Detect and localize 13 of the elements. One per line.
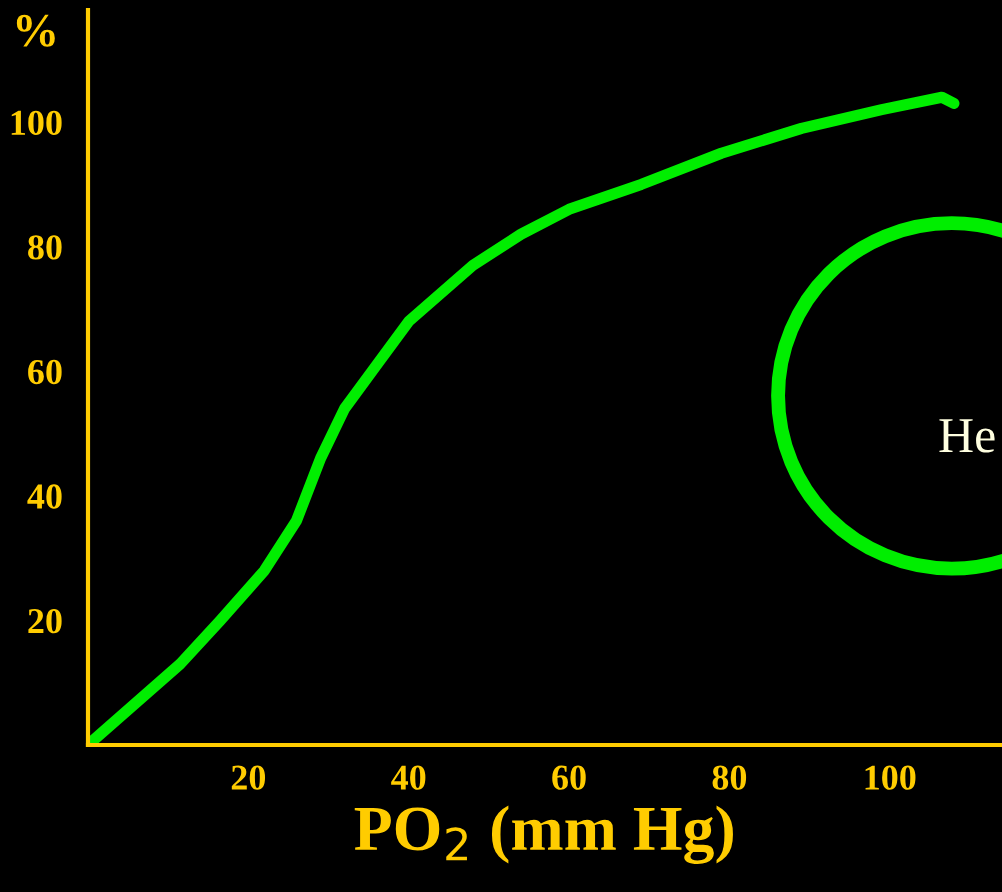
x-tick-label: 80 [712,765,747,790]
x-tick-label: 40 [391,765,426,790]
y-axis-title: % [16,14,55,47]
y-tick-label: 60 [28,359,62,385]
x-tick-label: 20 [231,765,266,790]
y-tick-label: 20 [28,608,62,634]
annotation: He [939,419,995,453]
x-tick-label: 100 [865,765,916,790]
y-tick-label: 100 [11,110,62,135]
x-axis-title: PO$_{2}$ (mm Hg) [354,805,733,864]
y-tick-label: 80 [28,235,62,260]
x-tick-label: 60 [552,765,586,790]
y-tick-label: 40 [27,484,62,509]
